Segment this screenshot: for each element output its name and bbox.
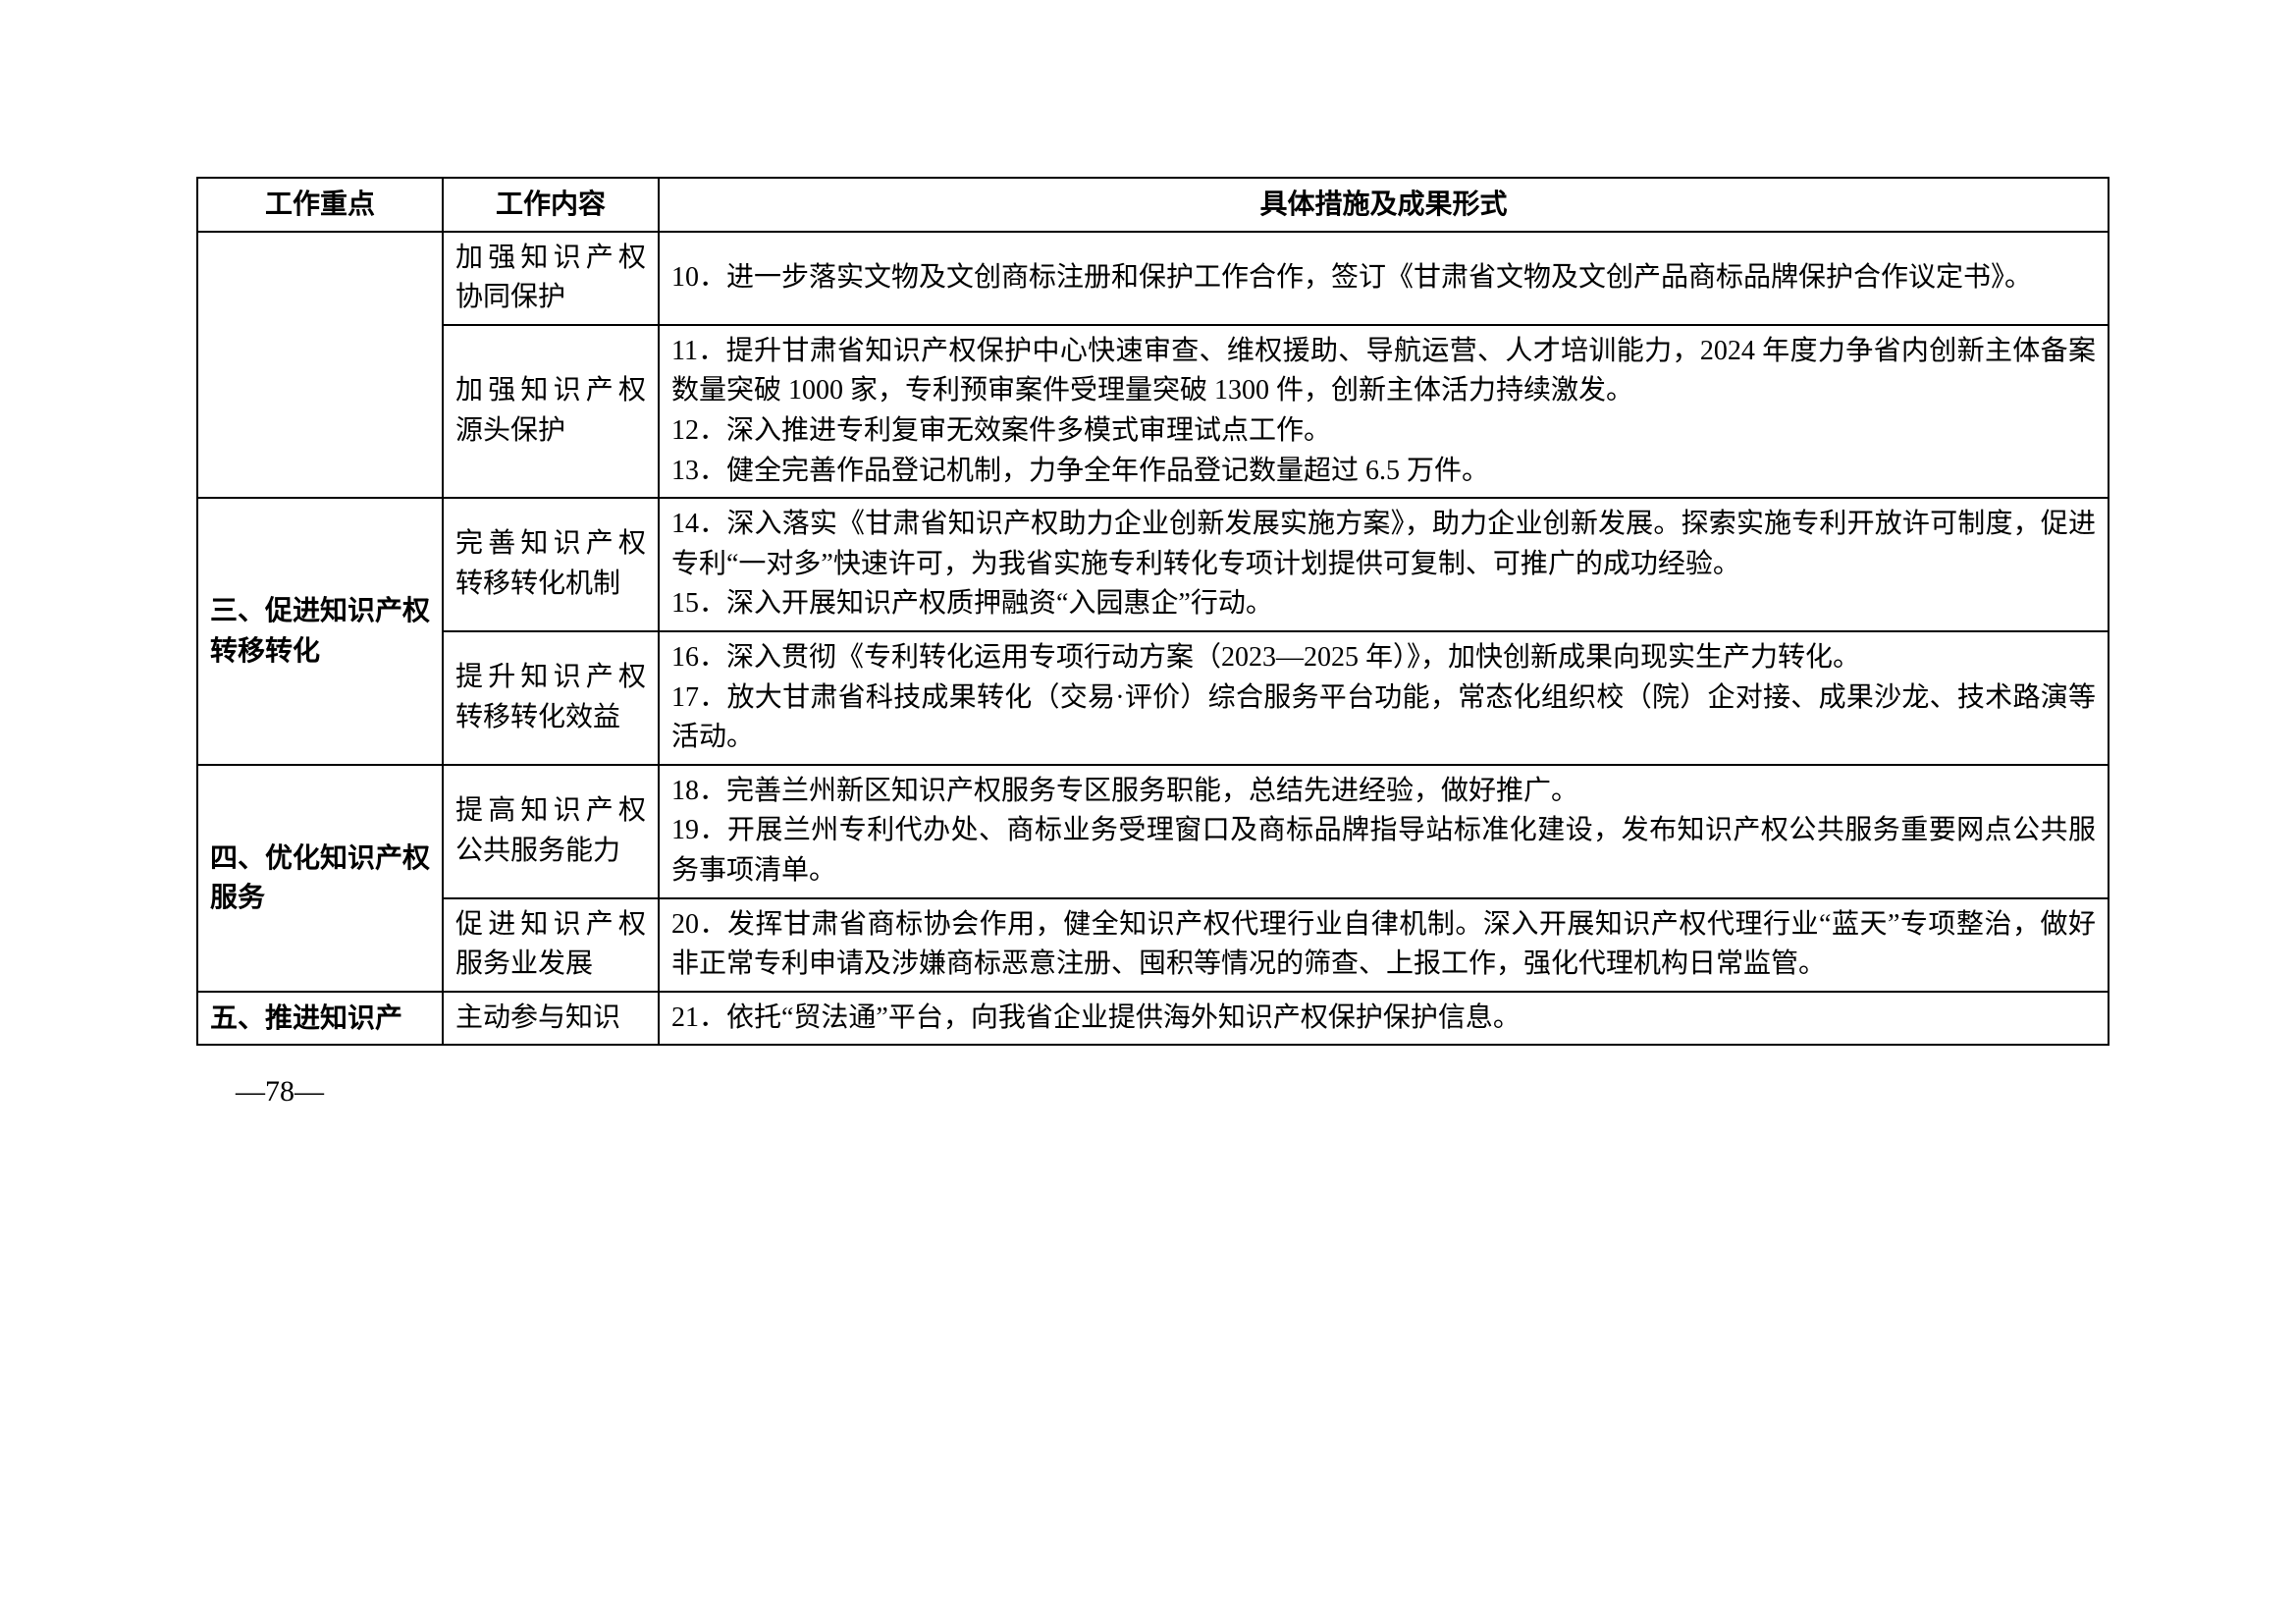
measure-cell: 21．依托“贸法通”平台，向我省企业提供海外知识产权保护保护信息。 [659,992,2109,1046]
header-content: 工作内容 [443,178,659,232]
measure-cell: 16．深入贯彻《专利转化运用专项行动方案（2023—2025 年）》，加快创新成… [659,631,2109,765]
work-plan-table: 工作重点 工作内容 具体措施及成果形式 加强知识产权协同保护 10．进一步落实文… [196,177,2109,1046]
focus-cell-5: 五、推进知识产 [197,992,443,1046]
content-cell: 主动参与知识 [443,992,659,1046]
table-row: 提升知识产权转移转化效益 16．深入贯彻《专利转化运用专项行动方案（2023—2… [197,631,2109,765]
content-cell: 提高知识产权公共服务能力 [443,765,659,898]
content-cell: 完善知识产权转移转化机制 [443,498,659,631]
content-cell: 加强知识产权源头保护 [443,325,659,498]
measure-cell: 11．提升甘肃省知识产权保护中心快速审查、维权援助、导航运营、人才培训能力，20… [659,325,2109,498]
focus-cell-4: 四、优化知识产权服务 [197,765,443,992]
focus-cell-blank [197,232,443,499]
content-cell: 提升知识产权转移转化效益 [443,631,659,765]
table-row: 促进知识产权服务业发展 20．发挥甘肃省商标协会作用，健全知识产权代理行业自律机… [197,898,2109,992]
page-number: —78— [236,1075,2109,1109]
table-row: 四、优化知识产权服务 提高知识产权公共服务能力 18．完善兰州新区知识产权服务专… [197,765,2109,898]
measure-cell: 14．深入落实《甘肃省知识产权助力企业创新发展实施方案》，助力企业创新发展。探索… [659,498,2109,631]
content-cell: 加强知识产权协同保护 [443,232,659,325]
document-page: 工作重点 工作内容 具体措施及成果形式 加强知识产权协同保护 10．进一步落实文… [0,0,2296,1109]
content-cell: 促进知识产权服务业发展 [443,898,659,992]
header-measure: 具体措施及成果形式 [659,178,2109,232]
header-focus: 工作重点 [197,178,443,232]
focus-cell-3: 三、促进知识产权转移转化 [197,498,443,765]
measure-cell: 20．发挥甘肃省商标协会作用，健全知识产权代理行业自律机制。深入开展知识产权代理… [659,898,2109,992]
measure-cell: 18．完善兰州新区知识产权服务专区服务职能，总结先进经验，做好推广。19．开展兰… [659,765,2109,898]
table-row: 加强知识产权源头保护 11．提升甘肃省知识产权保护中心快速审查、维权援助、导航运… [197,325,2109,498]
table-header-row: 工作重点 工作内容 具体措施及成果形式 [197,178,2109,232]
table-row: 加强知识产权协同保护 10．进一步落实文物及文创商标注册和保护工作合作，签订《甘… [197,232,2109,325]
table-row: 三、促进知识产权转移转化 完善知识产权转移转化机制 14．深入落实《甘肃省知识产… [197,498,2109,631]
table-row: 五、推进知识产 主动参与知识 21．依托“贸法通”平台，向我省企业提供海外知识产… [197,992,2109,1046]
measure-cell: 10．进一步落实文物及文创商标注册和保护工作合作，签订《甘肃省文物及文创产品商标… [659,232,2109,325]
